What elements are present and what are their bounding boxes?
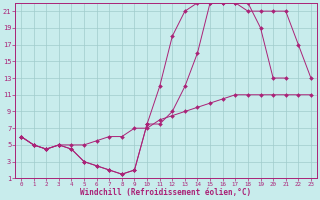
X-axis label: Windchill (Refroidissement éolien,°C): Windchill (Refroidissement éolien,°C) [80, 188, 252, 197]
